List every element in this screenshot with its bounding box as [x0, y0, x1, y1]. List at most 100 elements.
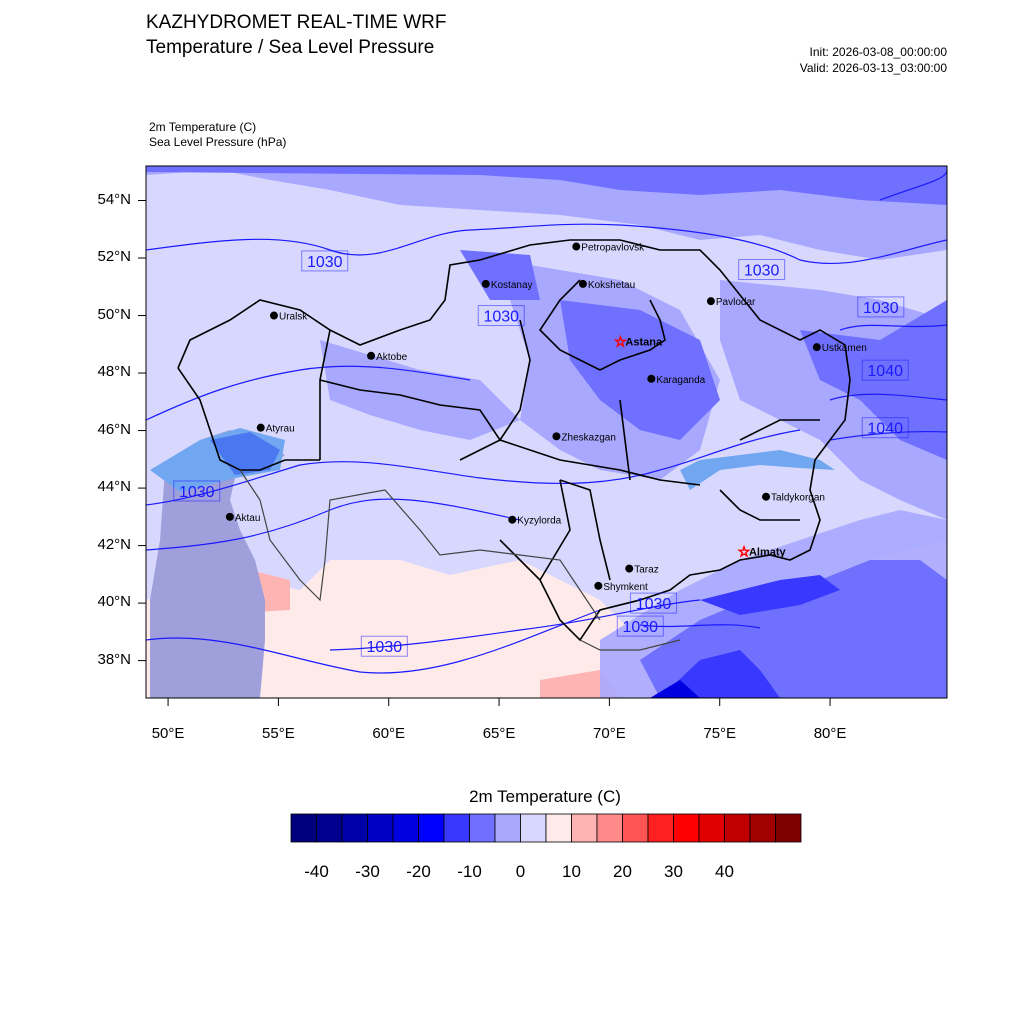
colorbar-label: -30 — [355, 862, 380, 881]
city-dot — [812, 343, 821, 352]
city-label: Aktau — [235, 513, 261, 524]
isobar-label-box — [738, 259, 786, 281]
colorbar-swatch — [290, 813, 317, 843]
colorbar-swatch — [775, 813, 802, 843]
city-label: Shymkent — [603, 582, 648, 593]
colorbar-swatch — [341, 813, 368, 843]
colorbar-swatch — [316, 813, 343, 843]
isobar-label: 1040 — [867, 363, 903, 380]
isobar-label: 1030 — [622, 619, 658, 636]
map-subtitle: Temperature / Sea Level Pressure — [146, 37, 435, 58]
lon-label: 65°E — [482, 725, 516, 742]
city-dot — [367, 351, 376, 360]
city-label: Kokshetau — [588, 280, 635, 291]
lat-label: 46°N — [97, 420, 131, 438]
city-label: Karaganda — [656, 375, 705, 386]
colorbar-label: 20 — [613, 862, 632, 881]
isobar-lines — [146, 169, 947, 674]
city-label: Aktobe — [376, 352, 408, 363]
city-label: Petropavlovsk — [581, 243, 645, 254]
isobar-label: 1030 — [483, 309, 519, 326]
capital-star-icon: ☆ — [614, 334, 627, 350]
lat-label: 54°N — [97, 190, 131, 208]
variable-temperature-label: 2m Temperature (C) — [149, 120, 257, 134]
city-dot — [578, 279, 587, 288]
city-dot — [762, 492, 771, 501]
lon-label: 80°E — [813, 725, 847, 742]
isobar-label-box — [630, 592, 678, 614]
colorbar-swatch — [443, 813, 470, 843]
colorbar-label: 40 — [715, 862, 734, 881]
city-dot — [552, 432, 561, 441]
isobar-labels: 1030 1030 1030 1030 1040 1040 1030 1030 1030 1030 — [173, 250, 909, 657]
lon-label: 50°E — [151, 725, 185, 742]
isobar-label: 1040 — [867, 421, 903, 438]
colorbar-label: 0 — [515, 862, 526, 881]
city-label: Ustkamen — [822, 343, 867, 354]
axis-ticks — [138, 200, 831, 706]
colorbar-label: -20 — [406, 862, 431, 881]
colorbar — [290, 813, 802, 843]
colorbar-swatch — [418, 813, 445, 843]
city-label: Kostanay — [491, 280, 533, 291]
city-dot — [647, 374, 656, 383]
lat-label: 48°N — [97, 363, 131, 381]
city-label: Kyzylorda — [517, 516, 561, 527]
city-label: Pavlodar — [716, 297, 756, 308]
city-dot — [508, 515, 517, 524]
city-label: Almaty — [749, 546, 787, 558]
lon-label: 70°E — [593, 725, 626, 742]
city-dot — [594, 581, 603, 590]
colorbar-swatch — [647, 813, 674, 843]
city-dot — [481, 279, 490, 288]
map-title: KAZHYDROMET REAL-TIME WRF — [146, 12, 447, 33]
colorbar-label: 10 — [562, 862, 581, 881]
colorbar-swatch — [392, 813, 419, 843]
valid-time: Valid: 2026-03-13_03:00:00 — [799, 61, 947, 75]
colorbar-swatch — [367, 813, 394, 843]
isobar-label-box — [360, 635, 408, 657]
isobar-label-box — [857, 296, 905, 318]
colorbar-swatch — [673, 813, 700, 843]
city-label: Zheskazgan — [561, 432, 615, 443]
isobar-label: 1030 — [863, 300, 899, 317]
isobar-label: 1030 — [179, 484, 215, 501]
lat-label: 42°N — [97, 535, 131, 553]
isobar-label: 1030 — [367, 639, 403, 656]
lon-label: 55°E — [262, 725, 295, 742]
colorbar-label: -10 — [457, 862, 482, 881]
temperature-field — [146, 166, 947, 698]
lat-label: 40°N — [97, 593, 131, 611]
city-label: Astana — [625, 336, 663, 348]
colorbar-label: 30 — [664, 862, 683, 881]
capital-star-icon: ☆ — [738, 544, 751, 560]
boundaries — [177, 239, 851, 642]
isobar-label: 1030 — [636, 596, 672, 613]
colorbar-swatch — [469, 813, 496, 843]
isobar-label-box — [616, 615, 664, 637]
isobar-label-box — [301, 250, 349, 272]
colorbar-title: 2m Temperature (C) — [469, 787, 621, 806]
lat-label: 38°N — [97, 650, 131, 668]
variable-pressure-label: Sea Level Pressure (hPa) — [149, 135, 287, 149]
international-borders — [239, 469, 681, 651]
lon-label: 60°E — [372, 725, 406, 742]
colorbar-swatch — [596, 813, 623, 843]
isobar-label-box — [173, 480, 221, 502]
colorbar-swatch — [545, 813, 572, 843]
city-dot — [625, 564, 634, 573]
colorbar-swatch — [571, 813, 598, 843]
city-label: Uralsk — [279, 312, 308, 323]
city-dot — [572, 242, 581, 251]
colorbar-swatch — [494, 813, 521, 843]
lat-label: 44°N — [97, 478, 131, 496]
city-dot — [269, 311, 278, 320]
lat-label: 50°N — [97, 305, 131, 323]
city-label: Taldykorgan — [771, 493, 825, 504]
isobar-label-box — [861, 417, 909, 439]
colorbar-swatch — [698, 813, 725, 843]
plot-frame — [145, 165, 948, 699]
city-markers: Petropavlovsk Kostanay Kokshetau Pavlodar Ur… — [225, 242, 867, 593]
colorbar-swatch — [724, 813, 751, 843]
